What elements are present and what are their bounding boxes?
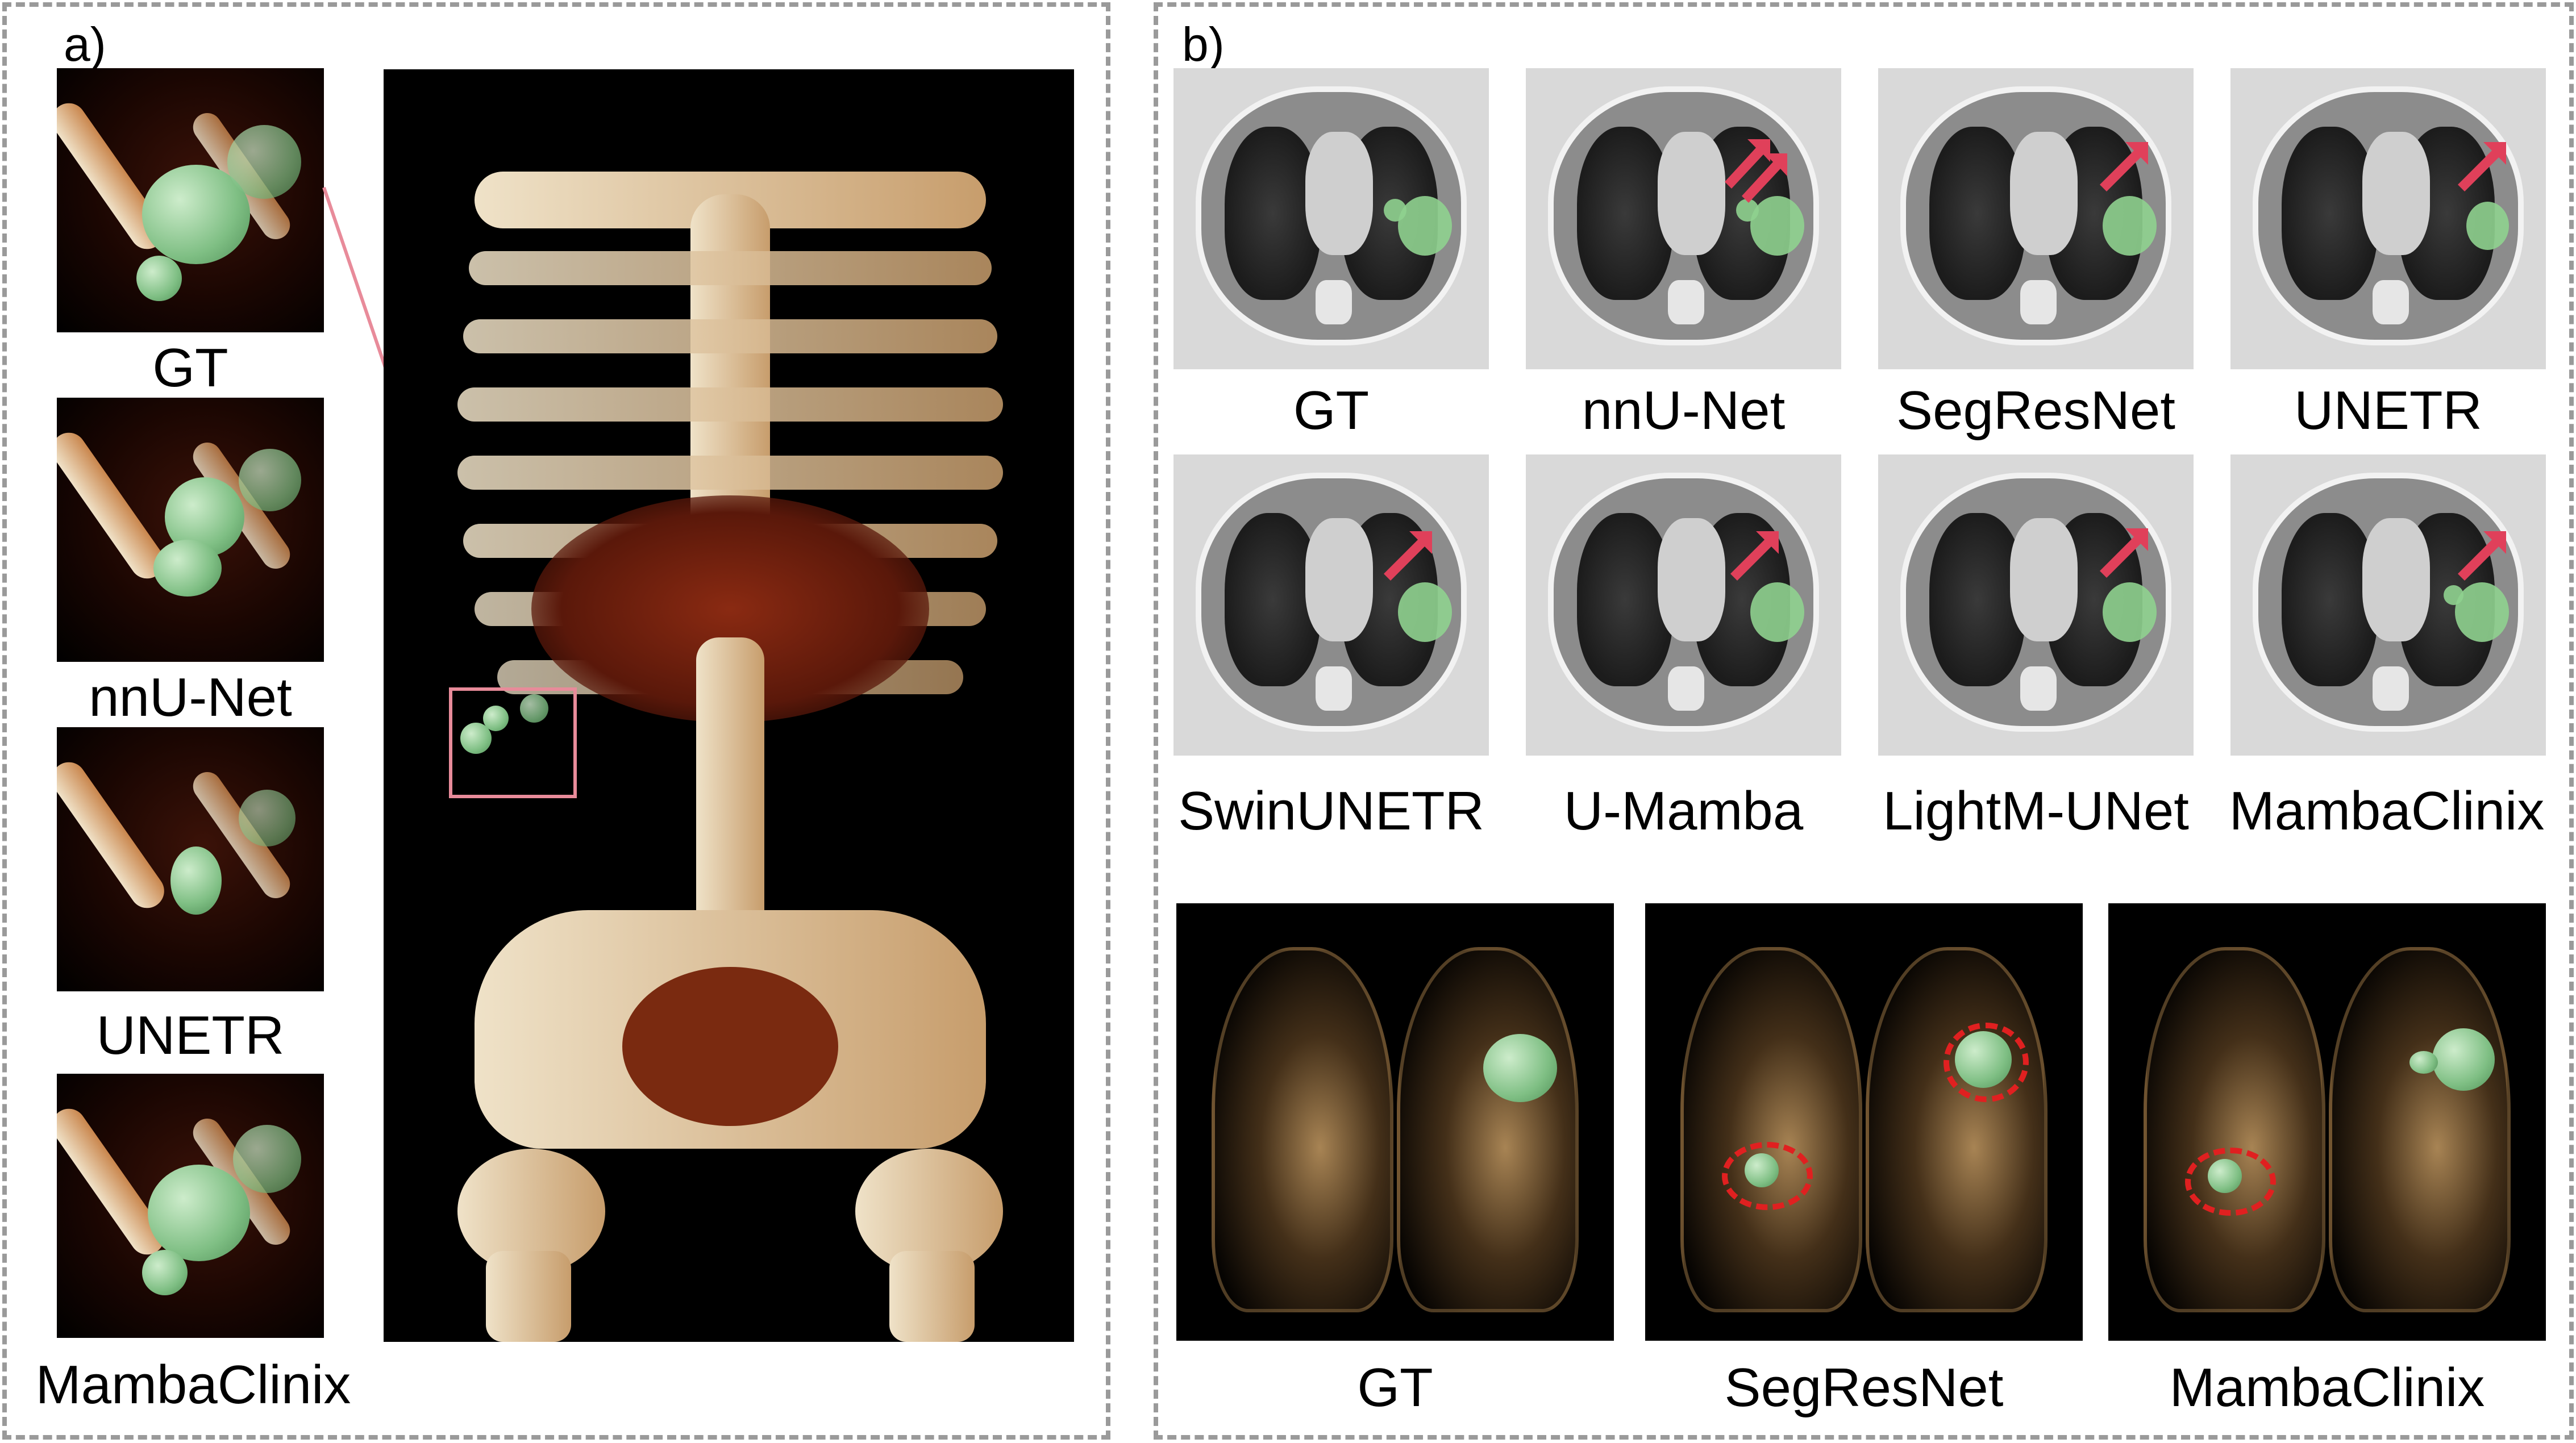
panel-b-letter: b)	[1182, 18, 1225, 71]
arrow-icon	[2458, 142, 2506, 191]
thumbnail-unetr	[57, 727, 324, 991]
ct-slice-umamba	[1526, 454, 1841, 756]
highlight-box	[449, 687, 577, 798]
panel-a	[2, 2, 1110, 1440]
thumbnail-gt	[57, 68, 324, 332]
arrow-icon	[1384, 531, 1432, 581]
thumbnail-gt-label: GT	[152, 337, 228, 398]
ct-slice-nnunet	[1526, 68, 1841, 369]
arrow-icon	[2100, 142, 2148, 191]
arrow-icon	[2100, 528, 2148, 578]
ct-slice-lightmunet-label: LightM-UNet	[1883, 781, 2189, 841]
ct-slice-swinunetr	[1173, 454, 1489, 756]
lung-3d-segresnet	[1645, 903, 2083, 1341]
lung-3d-mambaclinix	[2108, 903, 2546, 1341]
ct-slice-unetr-label: UNETR	[2294, 380, 2482, 441]
skeleton-volume-render	[384, 69, 1074, 1342]
arrow-icon	[2458, 531, 2506, 581]
lung-3d-segresnet-label: SegResNet	[1724, 1357, 2004, 1418]
ct-slice-swinunetr-label: SwinUNETR	[1178, 781, 1484, 841]
thumbnail-nnunet	[57, 398, 324, 662]
ct-slice-nnunet-label: nnU-Net	[1582, 380, 1786, 441]
thumbnail-mambaclinix-label: MambaClinix	[35, 1354, 351, 1415]
arrow-icon	[1725, 139, 1787, 203]
thumbnail-unetr-label: UNETR	[96, 1005, 285, 1066]
ct-slice-mambaclinix	[2230, 454, 2546, 756]
lung-3d-gt-label: GT	[1357, 1357, 1433, 1418]
thumbnail-mambaclinix	[57, 1074, 324, 1338]
thumbnail-nnunet-label: nnU-Net	[89, 667, 292, 728]
ct-slice-segresnet	[1878, 68, 2194, 369]
ct-slice-unetr	[2230, 68, 2546, 369]
ct-slice-mambaclinix-label: MambaClinix	[2229, 781, 2545, 841]
lung-3d-gt	[1176, 903, 1614, 1341]
ct-slice-gt-label: GT	[1293, 380, 1370, 441]
lung-3d-mambaclinix-label: MambaClinix	[2169, 1357, 2485, 1418]
ct-slice-lightmunet	[1878, 454, 2194, 756]
arrow-icon	[1730, 531, 1779, 581]
panel-b	[1154, 2, 2574, 1440]
ct-slice-umamba-label: U-Mamba	[1563, 781, 1804, 841]
panel-a-letter: a)	[64, 18, 106, 71]
ct-slice-gt	[1173, 68, 1489, 369]
ct-slice-segresnet-label: SegResNet	[1896, 380, 2175, 441]
